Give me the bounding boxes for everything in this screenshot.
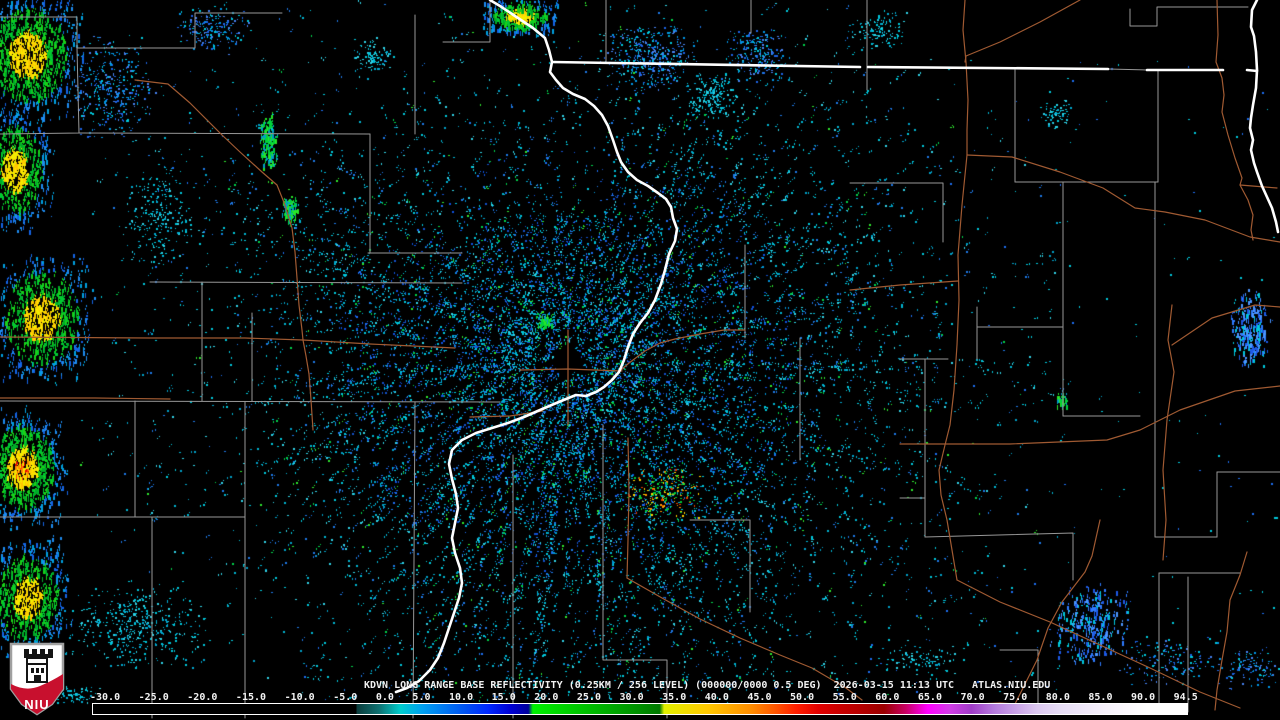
castle-icon bbox=[24, 649, 53, 683]
scale-label: 70.0 bbox=[960, 692, 985, 703]
scale-label: 0.0 bbox=[375, 692, 394, 703]
scale-label: 25.0 bbox=[576, 692, 601, 703]
product-title: KDVN LONG RANGE BASE REFLECTIVITY (0.25K… bbox=[364, 680, 822, 691]
status-bar: KDVN LONG RANGE BASE REFLECTIVITY (0.25K… bbox=[364, 680, 1050, 691]
scale-label: 90.0 bbox=[1131, 692, 1156, 703]
scale-label: 50.0 bbox=[790, 692, 815, 703]
scale-label: 35.0 bbox=[662, 692, 687, 703]
scale-label: 94.5 bbox=[1173, 692, 1198, 703]
scale-label: 5.0 bbox=[412, 692, 431, 703]
scale-label: -20.0 bbox=[187, 692, 218, 703]
scale-label: 40.0 bbox=[704, 692, 729, 703]
scale-label: 20.0 bbox=[534, 692, 559, 703]
niu-logo: NIU bbox=[9, 642, 65, 716]
scale-label: 45.0 bbox=[747, 692, 772, 703]
source-label: ATLAS.NIU.EDU bbox=[972, 680, 1051, 691]
scale-label: 85.0 bbox=[1088, 692, 1113, 703]
scale-label: 10.0 bbox=[449, 692, 474, 703]
scale-label: -5.0 bbox=[333, 692, 358, 703]
scale-label: 75.0 bbox=[1003, 692, 1028, 703]
scale-label: -30.0 bbox=[90, 692, 121, 703]
logo-red-band bbox=[11, 674, 63, 714]
colorbar-labels: -30.0 -25.0 -20.0 -15.0 -10.0 -5.0 0.0 5.0 10.0 1… bbox=[90, 692, 1198, 703]
scale-label: -25.0 bbox=[138, 692, 169, 703]
scale-label: 65.0 bbox=[917, 692, 942, 703]
timestamp: 2026-03-15 11:13 UTC bbox=[833, 680, 955, 691]
scale-label: 55.0 bbox=[832, 692, 857, 703]
scale-label: 30.0 bbox=[619, 692, 644, 703]
logo-label: NIU bbox=[24, 697, 49, 712]
scale-label: 60.0 bbox=[875, 692, 900, 703]
scale-label: -10.0 bbox=[284, 692, 315, 703]
scale-label: 80.0 bbox=[1045, 692, 1070, 703]
scale-label: -15.0 bbox=[235, 692, 267, 703]
scale-label: 15.0 bbox=[491, 692, 516, 703]
reflectivity-colorbar bbox=[92, 703, 1188, 715]
